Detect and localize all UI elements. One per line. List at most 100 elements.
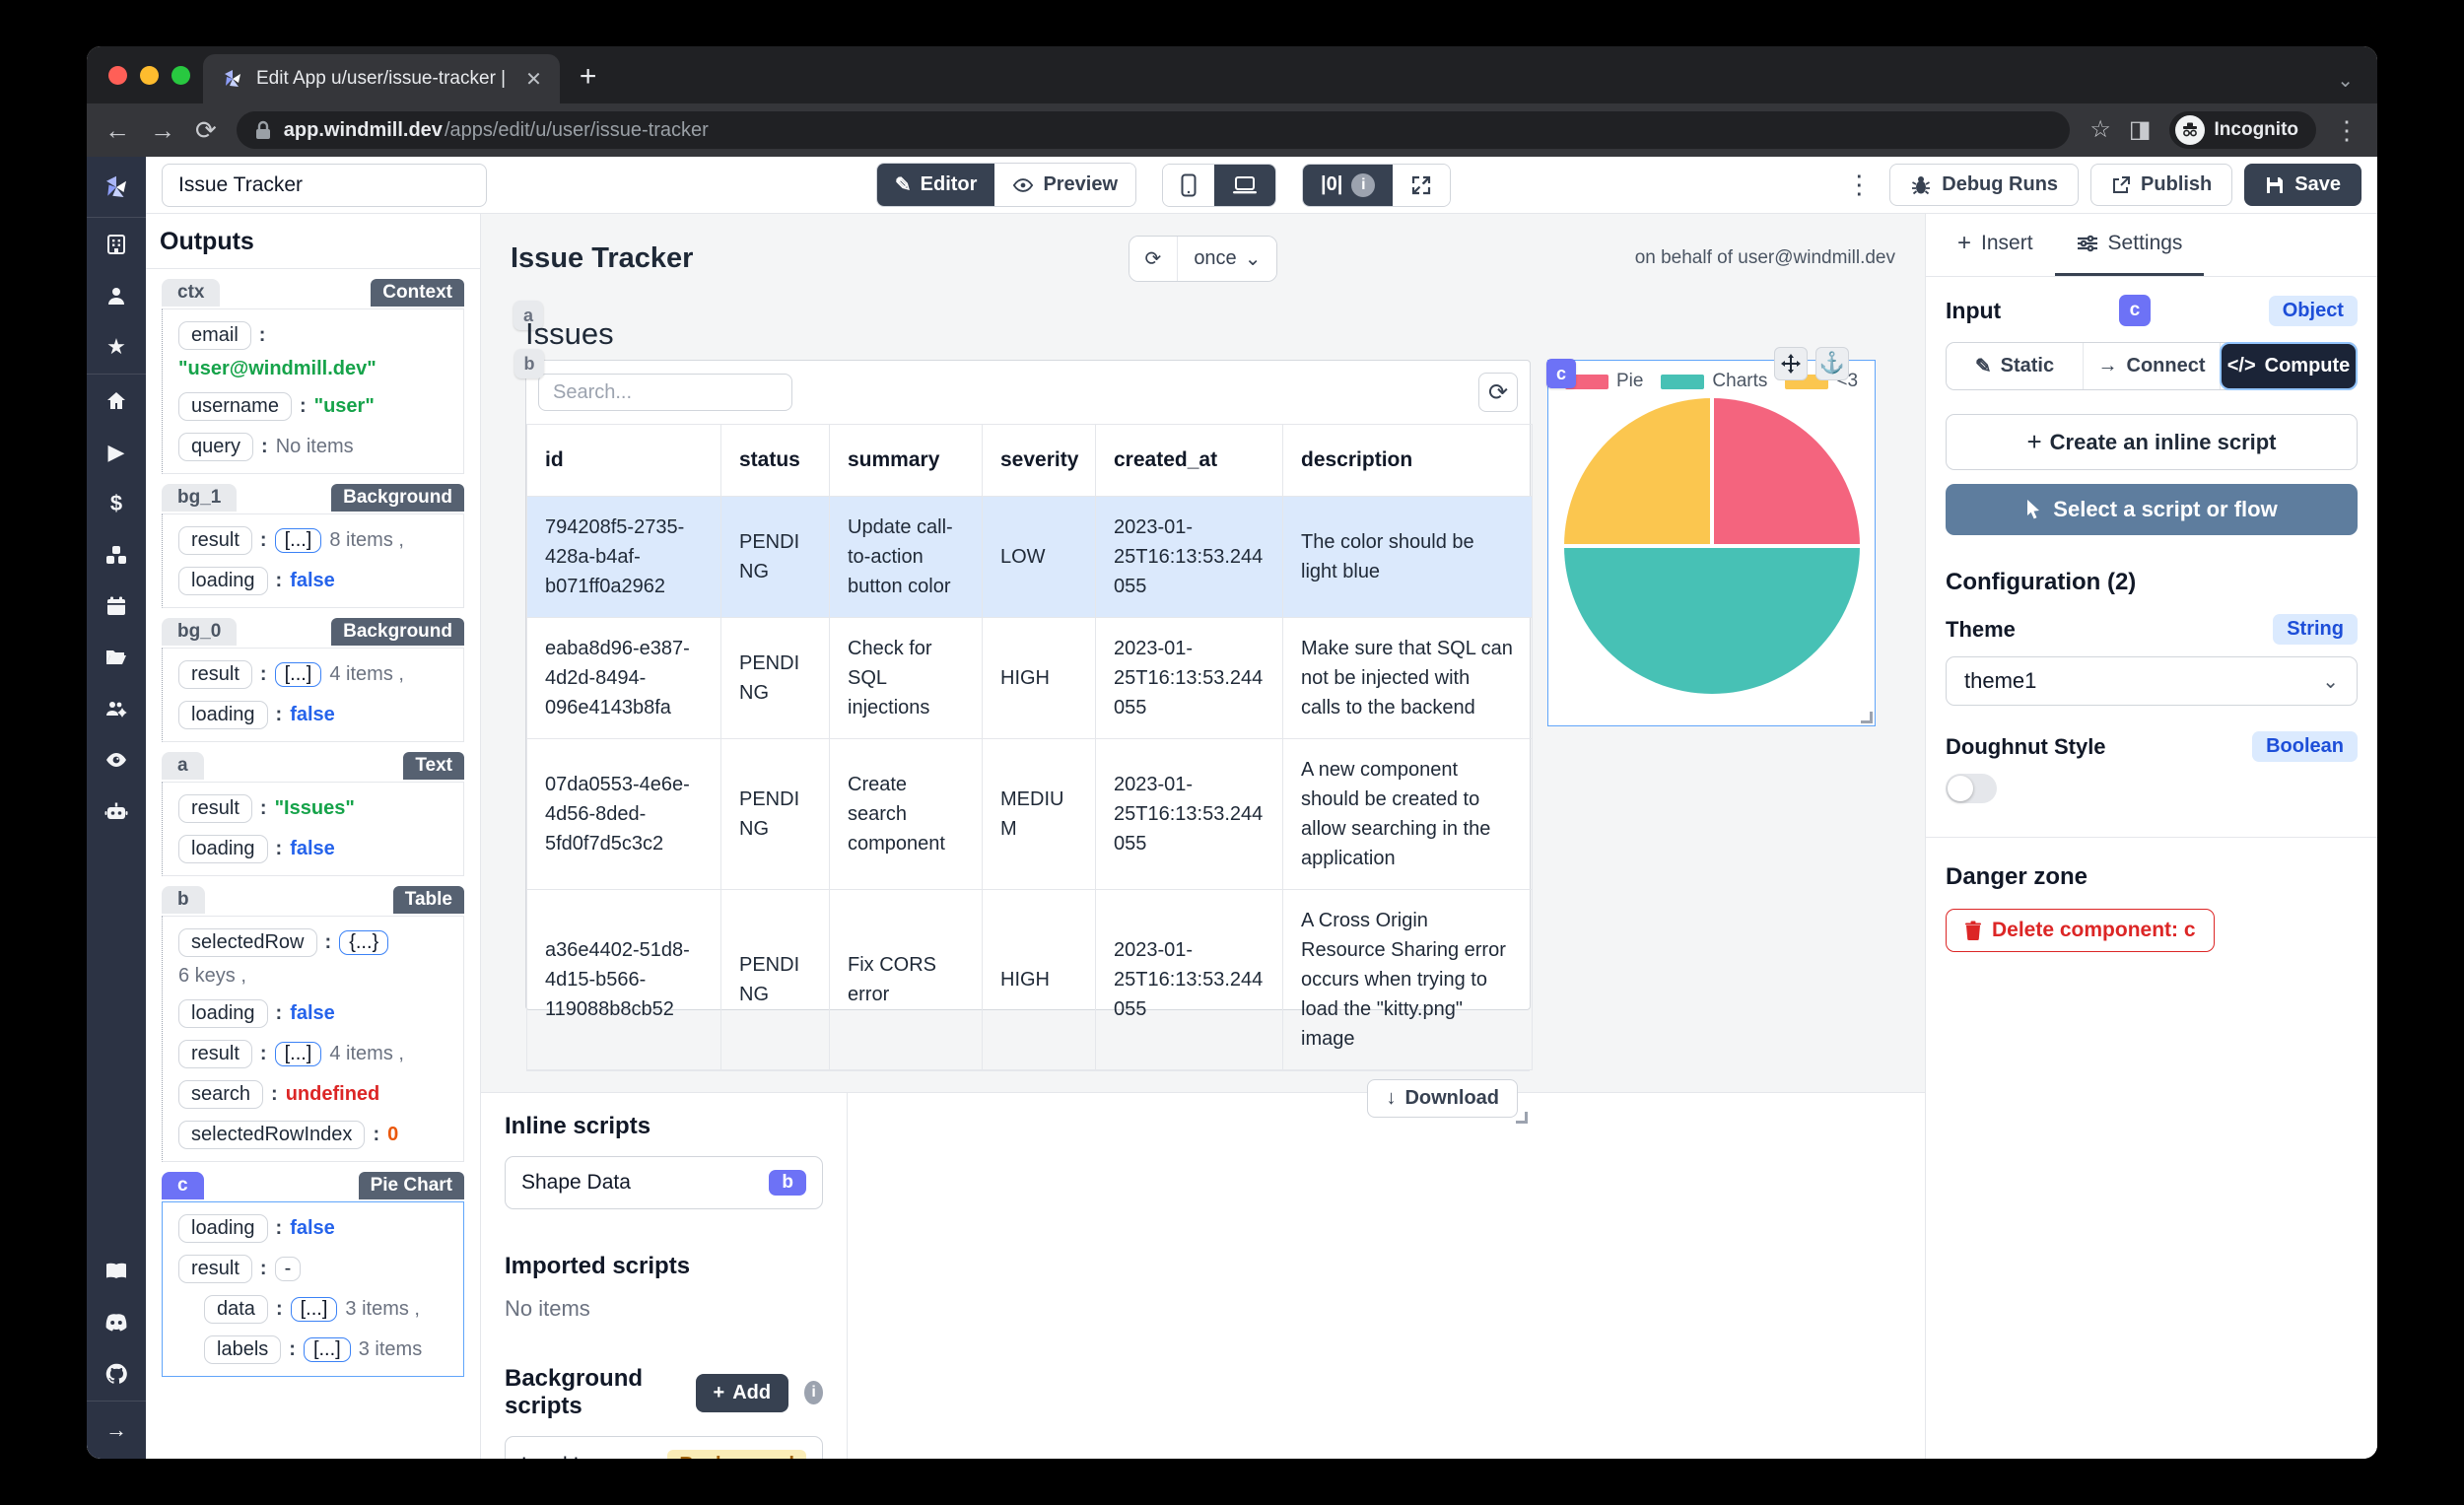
table-row[interactable]: 07da0553-4e6e-4d56-8ded-5fd0f7d5c3c2 PEND… [526, 738, 1533, 890]
resize-handle[interactable] [1516, 1112, 1528, 1124]
section-id-tab[interactable]: bg_1 [162, 484, 238, 512]
docs-book-icon[interactable] [103, 1259, 129, 1284]
select-script-button[interactable]: Select a script or flow [1946, 484, 2358, 535]
delete-component-button[interactable]: Delete component: c [1946, 909, 2215, 952]
anchor-handle-icon[interactable]: ⚓ [1815, 347, 1849, 380]
table-refresh-button[interactable]: ⟳ [1478, 373, 1518, 412]
editor-mode-button[interactable]: ✎ Editor [876, 164, 995, 206]
workspace-building-icon[interactable] [103, 232, 129, 257]
refresh-mode-dropdown[interactable]: once ⌄ [1177, 236, 1277, 281]
col-header[interactable]: created_at [1095, 424, 1283, 497]
output-key[interactable]: data [204, 1295, 268, 1324]
background-script-item[interactable]: Load Issues Background [505, 1436, 823, 1459]
minimize-window-button[interactable] [140, 66, 159, 85]
output-key[interactable]: result [178, 660, 252, 689]
tab-settings[interactable]: Settings [2054, 214, 2205, 276]
mobile-view-button[interactable] [1163, 164, 1215, 206]
pie-chart-component[interactable]: c ⚓ Pie Charts <3 [1546, 347, 1876, 726]
col-header[interactable]: description [1282, 424, 1533, 497]
output-key[interactable]: search [178, 1080, 264, 1109]
output-key[interactable]: query [178, 433, 254, 461]
section-id-tab[interactable]: a [162, 752, 204, 780]
home-icon[interactable] [103, 388, 129, 414]
move-handle-icon[interactable] [1774, 347, 1808, 380]
output-key[interactable]: loading [178, 567, 268, 595]
download-button[interactable]: ↓ Download [1367, 1079, 1518, 1118]
section-id-tab[interactable]: ctx [162, 279, 221, 307]
close-window-button[interactable] [108, 66, 127, 85]
incognito-badge[interactable]: Incognito [2168, 111, 2316, 149]
audit-eye-icon[interactable] [103, 747, 129, 773]
output-key[interactable]: result [178, 1255, 252, 1283]
forward-button[interactable]: → [150, 115, 175, 145]
more-options-icon[interactable]: ⋮ [1846, 170, 1873, 199]
refresh-app-button[interactable]: ⟳ [1129, 236, 1178, 281]
browser-tab[interactable]: Edit App u/user/issue-tracker | ✕ [203, 54, 560, 103]
col-header[interactable]: summary [829, 424, 983, 497]
desktop-view-button[interactable] [1214, 164, 1276, 206]
theme-select[interactable]: theme1 ⌄ [1946, 656, 2358, 706]
output-counter-button[interactable]: |0| i [1303, 164, 1394, 206]
output-key[interactable]: result [178, 794, 252, 823]
info-icon[interactable]: i [804, 1381, 823, 1404]
fullscreen-button[interactable] [1393, 164, 1451, 206]
compute-mode-button[interactable]: </> Compute [2220, 342, 2358, 390]
section-id-tab[interactable]: c [162, 1172, 204, 1199]
table-component[interactable]: b ⟳ id status [514, 349, 1533, 1124]
variables-dollar-icon[interactable]: $ [109, 491, 123, 515]
output-key[interactable]: result [178, 1040, 252, 1068]
back-button[interactable]: ← [104, 115, 130, 145]
static-mode-button[interactable]: ✎ Static [1947, 343, 2083, 389]
output-key[interactable]: loading [178, 999, 268, 1028]
collapse-rail[interactable]: → [87, 1401, 146, 1459]
expand-array-pill[interactable]: [...] [303, 1337, 351, 1362]
url-bar[interactable]: app.windmill.dev/apps/edit/u/user/issue-… [236, 111, 2071, 149]
folders-icon[interactable] [103, 645, 129, 670]
github-icon[interactable] [103, 1361, 129, 1387]
output-key[interactable]: selectedRowIndex [178, 1121, 366, 1149]
tab-search-chevron-icon[interactable]: ⌄ [2337, 70, 2354, 92]
output-key[interactable]: email [178, 321, 251, 350]
component-tag-b[interactable]: b [514, 349, 544, 378]
expand-array-pill[interactable]: [...] [274, 662, 322, 687]
output-key[interactable]: username [178, 392, 292, 421]
table-search-input[interactable] [538, 374, 792, 411]
publish-button[interactable]: Publish [2090, 164, 2233, 206]
output-key[interactable]: result [178, 526, 252, 555]
bookmark-star-icon[interactable]: ☆ [2089, 116, 2111, 143]
ai-robot-icon[interactable] [103, 798, 129, 824]
groups-users-gear-icon[interactable] [103, 696, 129, 721]
new-tab-button[interactable]: + [579, 60, 597, 93]
doughnut-style-toggle[interactable] [1946, 774, 1997, 803]
browser-menu-icon[interactable]: ⋮ [2334, 115, 2360, 145]
debug-runs-button[interactable]: Debug Runs [1889, 164, 2080, 206]
table-row[interactable]: a36e4402-51d8-4d15-b566-119088b8cb52 PEND… [526, 889, 1533, 1070]
connect-mode-button[interactable]: → Connect [2083, 343, 2221, 389]
legend-item[interactable]: Charts [1661, 371, 1767, 392]
expand-array-pill[interactable]: [...] [290, 1297, 338, 1322]
output-key[interactable]: loading [178, 835, 268, 863]
window-controls[interactable] [108, 66, 190, 85]
app-name-input[interactable] [162, 163, 487, 207]
table-row[interactable]: 794208f5-2735-428a-b4af-b071ff0a2962 PEND… [526, 496, 1533, 618]
save-button[interactable]: Save [2244, 164, 2361, 206]
schedules-calendar-icon[interactable] [103, 593, 129, 619]
section-id-tab[interactable]: b [162, 886, 205, 914]
side-panel-icon[interactable]: ◨ [2128, 116, 2152, 143]
col-header[interactable]: severity [982, 424, 1096, 497]
reload-button[interactable]: ⟳ [195, 115, 217, 145]
col-header[interactable]: id [526, 424, 721, 497]
resize-handle[interactable] [1861, 712, 1873, 723]
resources-cubes-icon[interactable] [103, 542, 129, 568]
expand-array-pill[interactable]: [...] [274, 1042, 322, 1066]
windmill-logo[interactable] [87, 157, 146, 218]
tab-insert[interactable]: + Insert [1957, 230, 2033, 256]
favorites-star-icon[interactable]: ★ [106, 334, 126, 359]
expand-array-pill[interactable]: [...] [274, 528, 322, 553]
collapsed-value-pill[interactable]: - [274, 1257, 302, 1281]
add-background-script-button[interactable]: + Add [695, 1373, 789, 1412]
runs-play-icon[interactable]: ▶ [107, 440, 125, 464]
zoom-window-button[interactable] [171, 66, 190, 85]
inline-script-item[interactable]: Shape Data b [505, 1156, 823, 1209]
legend-item[interactable]: Pie [1564, 371, 1643, 392]
